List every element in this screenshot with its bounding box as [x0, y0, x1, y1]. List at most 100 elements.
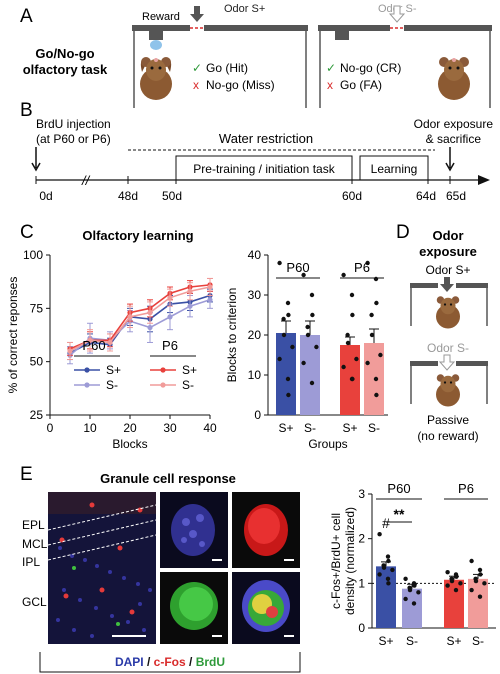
data-dot — [469, 558, 474, 564]
data-dot — [412, 583, 417, 588]
odor-exposure-line2: & sacrifice — [426, 132, 482, 146]
x-tick-label: 30 — [163, 421, 177, 435]
data-dot — [411, 601, 417, 606]
data-dot — [365, 360, 370, 366]
data-point — [187, 288, 193, 294]
data-dot — [403, 576, 408, 582]
check-icon-cr: ✓ — [326, 61, 336, 75]
data-dot — [454, 574, 459, 579]
bar — [340, 345, 360, 415]
dapi-cell-image — [160, 492, 228, 568]
y-tick-label: 20 — [248, 328, 262, 342]
mouse-icon — [436, 374, 460, 407]
data-dot — [277, 260, 282, 266]
legend-label: S- — [106, 378, 118, 392]
significance-hash: # — [382, 515, 390, 531]
x-axis-label: Groups — [308, 437, 347, 451]
mouse-icon — [140, 57, 172, 100]
day-label: 0d — [39, 189, 52, 203]
layer-label: IPL — [22, 555, 40, 569]
task-title-line1: Go/No-go — [35, 46, 94, 61]
category-label: S+ — [378, 634, 393, 648]
legend-swatch-dot — [84, 382, 90, 388]
y-axis-label: c-Fos+/BrdU+ cell — [329, 513, 343, 609]
y-tick-label: 40 — [248, 248, 262, 262]
layer-micrograph — [47, 492, 157, 644]
odor-exposure-title-2: exposure — [419, 244, 477, 259]
category-label: S- — [304, 421, 316, 435]
data-dot — [369, 332, 375, 338]
stain-legend: DAPI / c-Fos / BrdU — [115, 655, 225, 669]
y-tick-label: 0 — [358, 621, 365, 635]
data-point — [207, 284, 213, 290]
data-dot — [377, 572, 382, 577]
data-dot — [301, 360, 306, 366]
data-dot — [385, 554, 391, 559]
reward-port-2 — [335, 31, 349, 40]
stain-sep: / — [186, 655, 196, 669]
data-dot — [374, 392, 379, 398]
bar — [444, 579, 464, 628]
data-dot — [377, 532, 382, 537]
data-dot — [469, 587, 474, 593]
data-dot — [285, 376, 291, 382]
odor-exposure-line1: Odor exposure — [414, 117, 494, 131]
significance-stars: ** — [394, 506, 405, 522]
granule-title: Granule cell response — [100, 471, 236, 486]
brdu-arrow-icon — [31, 147, 41, 172]
go-hit-label: Go (Hit) — [206, 61, 248, 75]
legend-label: S+ — [106, 363, 121, 377]
data-dot — [305, 332, 311, 338]
odor-plus-label-a: Odor S+ — [224, 3, 265, 15]
day-label: 50d — [162, 189, 182, 203]
day-label: 64d — [416, 189, 436, 203]
panel-label-b: B — [20, 100, 33, 121]
group-label: P60 — [387, 481, 410, 496]
group-label: P6 — [354, 260, 370, 275]
data-dot — [386, 558, 391, 564]
stain-dapi: DAPI — [115, 655, 144, 669]
panel-label-e: E — [20, 464, 33, 485]
data-dot — [365, 260, 370, 266]
data-dot — [286, 392, 291, 398]
data-dot — [277, 356, 282, 362]
panel-b: B BrdU injection (at P60 or P6) Odor exp… — [20, 100, 493, 203]
legend-label: S- — [182, 378, 194, 392]
y-tick-label: 10 — [248, 368, 262, 382]
data-point — [67, 348, 73, 354]
cfos-cell-image — [232, 492, 300, 568]
data-point — [147, 310, 153, 316]
learning-line-chart: 25 50 75 100 0 10 20 30 40 Blocks % of correct rep… — [6, 248, 217, 451]
data-point — [127, 314, 133, 320]
panel-label-c: C — [20, 222, 34, 243]
data-dot — [350, 376, 355, 382]
panel-e: E Granule cell response EPL MCL IPL GCL — [20, 464, 496, 673]
data-dot — [310, 312, 315, 318]
category-label: S+ — [342, 421, 357, 435]
odor-exposure-title-1: Odor — [432, 228, 463, 243]
day-label: 60d — [342, 189, 362, 203]
series-line — [69, 286, 211, 352]
data-dot — [286, 312, 291, 318]
data-dot — [478, 572, 483, 577]
check-icon-hit: ✓ — [192, 61, 202, 75]
bar — [376, 566, 396, 628]
legend-swatch-dot — [160, 382, 166, 388]
data-dot — [309, 292, 315, 298]
bar — [300, 335, 320, 415]
y-tick-label: 25 — [30, 408, 44, 422]
data-dot — [341, 272, 346, 278]
sacrifice-arrow-icon — [445, 147, 455, 172]
series-line — [69, 299, 211, 356]
merged-cell-image — [232, 572, 300, 644]
data-dot — [369, 312, 374, 318]
data-dot — [458, 581, 463, 586]
chart-title: Olfactory learning — [82, 228, 193, 243]
odor-arrow-down-icon — [190, 6, 204, 22]
stain-sep: / — [144, 655, 154, 669]
legend-group-title: P60 — [82, 338, 105, 353]
x-tick-label: 40 — [203, 421, 217, 435]
data-dot — [378, 352, 383, 358]
data-point — [147, 324, 153, 331]
